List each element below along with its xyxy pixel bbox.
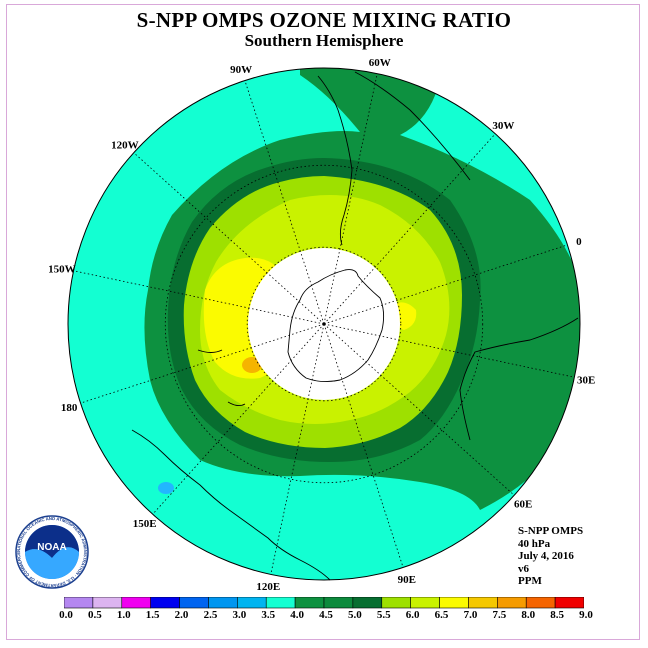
- info-units: PPM: [518, 575, 542, 588]
- meridian-line: [323, 133, 496, 325]
- colorbar-tick-label: 9.0: [579, 609, 593, 621]
- colorbar-tick-label: 3.0: [232, 609, 247, 621]
- map-title: S-NPP OMPS OZONE MIXING RATIO: [136, 8, 512, 32]
- colorbar-tick-label: 7.5: [492, 609, 507, 621]
- meridian-line: [323, 73, 378, 325]
- colorbar-swatch: [179, 597, 209, 609]
- meridian-line: [80, 323, 325, 404]
- field-level-7-0: [242, 357, 262, 373]
- latitude-circle: [164, 164, 484, 484]
- colorbar-swatch: [352, 597, 383, 609]
- meridian-line: [323, 244, 568, 325]
- colorbar-swatch: [265, 597, 296, 609]
- colorbar-swatch: [323, 597, 354, 609]
- coast-south-america: [317, 71, 471, 246]
- meridian-line: [323, 323, 404, 568]
- colorbar-swatch: [64, 597, 94, 609]
- map-subtitle: Southern Hemisphere: [244, 31, 404, 50]
- longitude-label: 30W: [492, 120, 514, 132]
- info-instrument: S-NPP OMPS: [518, 525, 584, 537]
- longitude-label: 120E: [256, 581, 280, 593]
- longitude-label: 90E: [398, 574, 416, 586]
- colorbar-swatch: [92, 597, 123, 609]
- colorbar: [64, 597, 584, 609]
- longitude-label: 0: [576, 236, 582, 248]
- colorbar-swatch: [468, 597, 498, 609]
- south-pole-marker: [322, 322, 326, 326]
- colorbar-tick-label: 4.0: [290, 609, 304, 621]
- colorbar-tick-label: 6.5: [434, 609, 449, 621]
- colorbar-tick-label: 8.5: [550, 609, 564, 621]
- colorbar-swatch: [439, 597, 469, 609]
- info-version: v6: [518, 562, 529, 575]
- graticule: [73, 73, 575, 575]
- coast-australia: [131, 429, 331, 581]
- colorbar-tick-label: 2.0: [174, 609, 189, 621]
- longitude-label: 120W: [111, 140, 139, 152]
- colorbar-swatch: [294, 597, 325, 609]
- longitude-label: 30E: [577, 375, 595, 387]
- field-level-3-0: [158, 482, 174, 494]
- colorbar-tick-label: 5.5: [376, 609, 391, 621]
- longitude-label: 180: [61, 402, 78, 414]
- longitude-label: 150E: [133, 518, 157, 530]
- meridian-line: [323, 323, 515, 496]
- coast-antarctica: [287, 269, 385, 383]
- colorbar-swatch: [208, 597, 238, 609]
- colorbar-tick-label: 2.5: [203, 609, 218, 621]
- colorbar-tick-label: 0.5: [88, 609, 102, 621]
- longitude-labels: 90W 60W 30W 0 30E 60E 90E 120E 150E 180 150W 120W: [48, 57, 595, 593]
- colorbar-tick-label: 3.5: [261, 609, 276, 621]
- info-date: July 4, 2016: [518, 550, 574, 563]
- colorbar-tick-label: 0.0: [59, 609, 73, 621]
- colorbar-tick-label: 5.0: [348, 609, 362, 621]
- longitude-label: 90W: [230, 64, 252, 76]
- coast-africa: [459, 317, 579, 441]
- page-frame: [6, 4, 640, 640]
- longitude-label: 60W: [369, 57, 391, 69]
- colorbar-swatch: [150, 597, 180, 609]
- noaa-logo-text: NOAA: [37, 542, 66, 553]
- colorbar-labels: 0.0 0.5 1.0 1.5 2.0 2.5 3.0 3.5 4.0 4.5 5.0 5.5 6.0 6…: [0, 609, 648, 625]
- latitude-circle: [246, 246, 402, 402]
- longitude-label: 60E: [514, 498, 532, 510]
- colorbar-swatch: [525, 597, 556, 609]
- colorbar-tick-label: 1.0: [116, 609, 131, 621]
- meridian-line: [73, 270, 325, 325]
- colorbar-swatch: [121, 597, 151, 609]
- colorbar-swatch: [554, 597, 584, 609]
- coastlines: [131, 71, 579, 581]
- map-boundary: [67, 67, 581, 581]
- colorbar-tick-label: 1.5: [145, 609, 160, 621]
- longitude-label: 150W: [48, 263, 76, 275]
- coast-new-zealand: [197, 349, 246, 407]
- colorbar-tick-label: 4.5: [319, 609, 333, 621]
- colorbar-swatch: [410, 597, 440, 609]
- product-info: S-NPP OMPS 40 hPa July 4, 2016 v6 PPM: [518, 525, 583, 588]
- colorbar-tick-label: 7.0: [463, 609, 478, 621]
- meridian-line: [323, 323, 575, 378]
- colorbar-tick-label: 6.0: [405, 609, 420, 621]
- meridian-line: [152, 323, 325, 515]
- meridian-line: [133, 152, 325, 325]
- colorbar-swatch: [497, 597, 527, 609]
- meridian-line: [244, 80, 325, 325]
- noaa-logo: NOAA NATIONAL OCEANIC AND ATMOSPHERIC AD…: [15, 515, 89, 589]
- meridian-line: [270, 323, 325, 575]
- colorbar-swatch: [237, 597, 267, 609]
- info-level: 40 hPa: [518, 537, 551, 550]
- colorbar-tick-label: 8.0: [521, 609, 536, 621]
- colorbar-swatch: [381, 597, 411, 609]
